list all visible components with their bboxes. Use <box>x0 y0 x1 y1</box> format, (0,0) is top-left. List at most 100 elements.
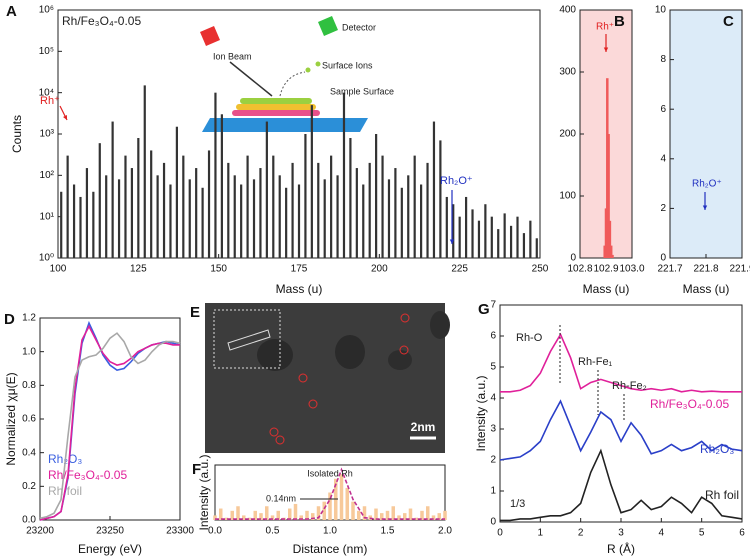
bar <box>253 510 257 520</box>
arrow-head <box>702 205 708 210</box>
bar <box>490 216 493 258</box>
substrate <box>202 118 368 132</box>
arrow-head <box>603 47 609 52</box>
y-tick-label: 6 <box>490 331 496 342</box>
bar <box>497 229 500 258</box>
bar <box>522 233 526 258</box>
bar <box>368 162 371 258</box>
bar <box>299 515 303 520</box>
y-tick-label: 2 <box>660 203 666 214</box>
bar <box>224 517 229 520</box>
x-axis-label: Mass (u) <box>583 282 630 296</box>
y-axis-label: Intensity (a.u.) <box>474 375 488 451</box>
x-axis-label: Energy (eV) <box>78 542 142 556</box>
bar <box>509 225 513 258</box>
y-tick-label: 0.2 <box>22 481 36 492</box>
bar <box>230 510 234 520</box>
bar <box>201 187 204 258</box>
bar <box>458 216 461 258</box>
bar <box>603 245 606 258</box>
legend-label: Rh foil <box>48 484 82 498</box>
bar <box>414 517 418 520</box>
bar <box>445 196 448 258</box>
micrograph: 2nm E <box>190 303 450 453</box>
bar <box>291 162 294 258</box>
x-tick-label: 4 <box>659 528 665 539</box>
arrow-head <box>449 239 455 244</box>
bar <box>137 138 140 258</box>
y-tick-label: 0.4 <box>22 447 36 458</box>
y-tick-label: 10² <box>40 170 55 181</box>
x-tick-label: 1.0 <box>323 526 337 537</box>
x-axis-label: Mass (u) <box>276 282 323 296</box>
y-tick-label: 10³ <box>40 129 55 140</box>
annotation: Sample Surface <box>330 86 394 96</box>
bar <box>609 245 613 258</box>
bar <box>270 515 275 520</box>
y-tick-label: 1 <box>490 486 496 497</box>
bar <box>156 175 159 258</box>
bar <box>342 92 346 259</box>
bar <box>400 187 403 258</box>
bar <box>437 513 441 520</box>
bar <box>464 196 468 258</box>
y-tick-label: 1.2 <box>22 313 36 324</box>
bar <box>278 175 281 258</box>
annotation: Rh₂O⁺ <box>440 175 473 187</box>
y-tick-label: 10⁶ <box>39 5 54 16</box>
bar <box>484 204 487 258</box>
bar <box>293 503 298 520</box>
bar <box>60 191 63 258</box>
bar <box>426 506 430 520</box>
bar <box>397 515 401 520</box>
legend-label: Rh/Fe₃O₄-0.05 <box>650 397 729 411</box>
y-tick-label: 5 <box>490 362 496 373</box>
bar <box>220 114 223 258</box>
bar <box>330 155 333 258</box>
bar <box>391 506 395 520</box>
bar <box>297 184 301 258</box>
bar <box>322 501 326 520</box>
y-tick-label: 1.0 <box>22 346 36 357</box>
bar <box>117 179 121 258</box>
bar <box>219 508 223 520</box>
atom-markers <box>269 313 410 445</box>
x-tick-label: 1 <box>538 528 544 539</box>
x-tick-label: 1.5 <box>381 526 395 537</box>
x-tick-label: 221.7 <box>657 264 682 275</box>
bar <box>608 220 612 258</box>
x-tick-label: 0.5 <box>266 526 280 537</box>
bar <box>124 155 127 258</box>
bar <box>516 216 519 258</box>
x-tick-label: 150 <box>210 264 227 275</box>
scale-label: 2nm <box>411 420 436 434</box>
panel-letter: B <box>614 13 625 30</box>
bar <box>387 179 391 258</box>
x-tick-label: 0 <box>497 528 503 539</box>
x-tick-label: 2.0 <box>438 526 452 537</box>
bar <box>207 150 211 258</box>
inset-box <box>213 309 281 369</box>
y-tick-label: 100 <box>559 191 576 202</box>
ion-beam <box>229 61 273 97</box>
y-tick-label: 200 <box>559 129 576 140</box>
x-tick-label: 23250 <box>96 526 124 537</box>
x-tick-label: 200 <box>371 264 388 275</box>
bar <box>420 510 424 520</box>
x-tick-label: 225 <box>451 264 468 275</box>
bar <box>240 184 243 258</box>
bar <box>385 510 390 520</box>
bar <box>339 474 344 520</box>
x-tick-label: 175 <box>291 264 308 275</box>
y-tick-label: 300 <box>559 67 576 78</box>
panel-letter: E <box>190 304 200 321</box>
annotation: Ion Beam <box>213 51 252 61</box>
annotation: 0.14nm <box>266 493 296 503</box>
annotation: Rh/Fe₃O₄-0.05 <box>62 14 141 28</box>
bar <box>443 510 447 520</box>
bar <box>426 162 429 258</box>
bar <box>351 501 355 520</box>
x-tick-label: 102.9 <box>593 264 618 275</box>
bar <box>213 515 217 520</box>
line <box>499 399 743 461</box>
